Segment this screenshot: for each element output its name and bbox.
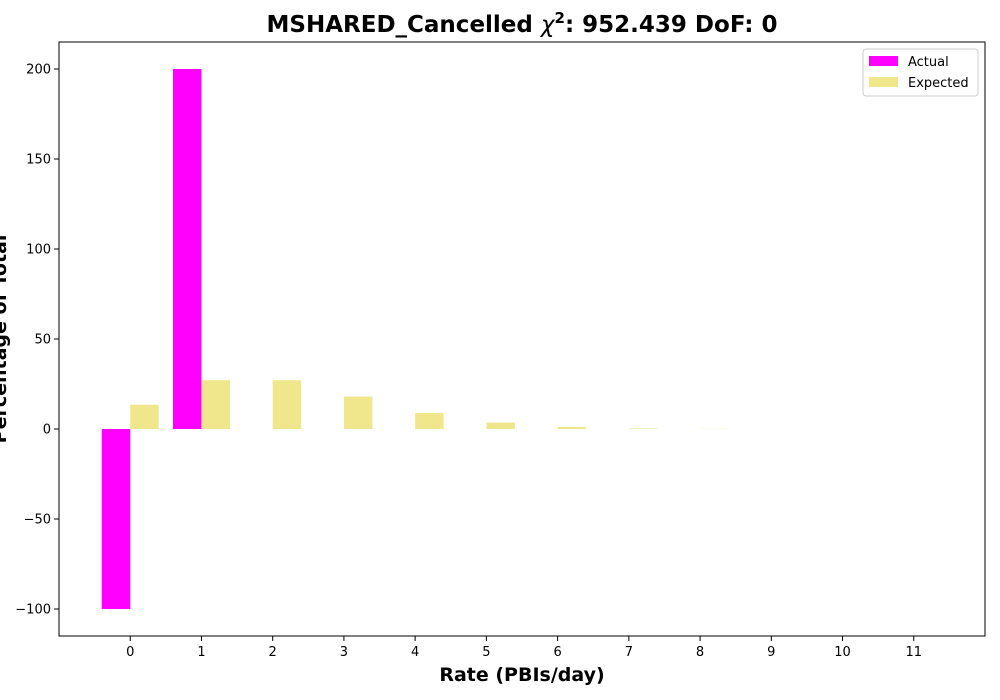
x-tick-label: 5	[482, 645, 490, 660]
y-tick-label: −50	[24, 513, 51, 528]
bar-actual-0	[101, 429, 131, 609]
bar-expected-4	[415, 412, 444, 429]
y-axis-label: Percentage of Total	[0, 235, 11, 444]
y-tick-label: 0	[43, 423, 51, 438]
x-tick-label: 1	[197, 645, 205, 660]
legend-label-actual: Actual	[908, 55, 949, 70]
bar-expected-7	[628, 428, 658, 429]
bar-expected-6	[557, 426, 587, 429]
legend-swatch-expected	[869, 77, 898, 87]
chart-title: MSHARED_Cancelled χ2: 952.439 DoF: 0	[267, 9, 778, 38]
bar-expected-0	[130, 404, 159, 429]
y-tick-label: 50	[34, 333, 51, 348]
y-tick-label: 150	[26, 153, 51, 168]
y-tick-label: 200	[26, 63, 51, 78]
bar-expected-5	[486, 422, 515, 429]
legend-swatch-actual	[869, 56, 898, 66]
x-tick-label: 2	[269, 645, 277, 660]
x-tick-label: 4	[411, 645, 419, 660]
x-tick-label: 9	[767, 645, 775, 660]
y-tick-label: 100	[26, 243, 51, 258]
x-tick-label: 10	[834, 645, 851, 660]
x-tick-label: 3	[340, 645, 348, 660]
x-tick-label: 7	[625, 645, 633, 660]
bar-expected-2	[272, 380, 302, 429]
plot-area: 0 1 2 3 4 5 6 7 8 9 10 11 −100 −50 0 50 100 150 200	[15, 41, 986, 660]
x-tick-label: 6	[553, 645, 561, 660]
bar-expected-3	[343, 396, 373, 429]
legend-label-expected: Expected	[908, 76, 969, 91]
bar-expected-1	[201, 380, 230, 429]
x-tick-label: 0	[126, 645, 134, 660]
x-tick-label: 8	[696, 645, 704, 660]
x-tick-label: 11	[905, 645, 922, 660]
y-tick-label: −100	[15, 603, 51, 618]
legend: Actual Expected	[862, 48, 979, 97]
x-axis-label: Rate (PBIs/day)	[439, 664, 604, 686]
bar-actual-1	[172, 69, 202, 429]
